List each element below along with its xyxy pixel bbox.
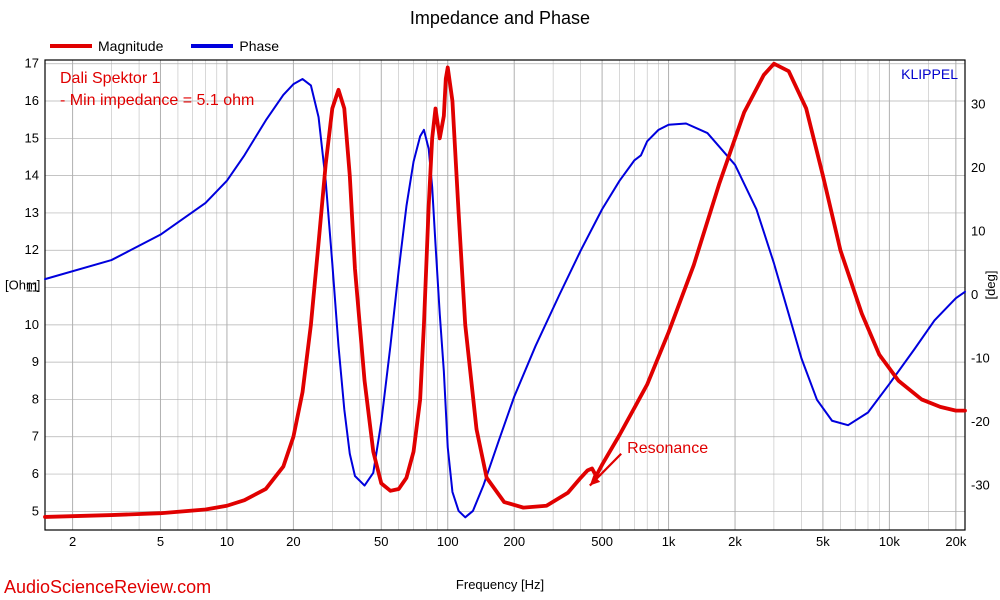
svg-text:12: 12 bbox=[25, 242, 39, 257]
legend-item-phase: Phase bbox=[191, 38, 279, 54]
legend-swatch-magnitude bbox=[50, 44, 92, 48]
annotation-line2: - Min impedance = 5.1 ohm bbox=[60, 90, 254, 112]
legend: Magnitude Phase bbox=[50, 38, 279, 54]
svg-text:30: 30 bbox=[971, 96, 985, 111]
svg-text:10: 10 bbox=[220, 534, 234, 549]
y-axis-right-label: [deg] bbox=[983, 271, 998, 300]
svg-text:-20: -20 bbox=[971, 414, 990, 429]
svg-text:6: 6 bbox=[32, 466, 39, 481]
svg-text:100: 100 bbox=[437, 534, 459, 549]
y-axis-left-label: [Ohm] bbox=[5, 278, 40, 293]
klippel-label: KLIPPEL bbox=[901, 66, 958, 82]
chart-title: Impedance and Phase bbox=[0, 8, 1000, 29]
svg-text:-30: -30 bbox=[971, 478, 990, 493]
svg-text:13: 13 bbox=[25, 205, 39, 220]
top-annotation: Dali Spektor 1 - Min impedance = 5.1 ohm bbox=[60, 68, 254, 111]
svg-text:0: 0 bbox=[971, 287, 978, 302]
svg-text:20: 20 bbox=[286, 534, 300, 549]
svg-text:14: 14 bbox=[25, 168, 39, 183]
legend-swatch-phase bbox=[191, 44, 233, 48]
plot-svg: 567891011121314151617-30-20-100102030251… bbox=[45, 60, 965, 530]
svg-text:-10: -10 bbox=[971, 351, 990, 366]
svg-text:50: 50 bbox=[374, 534, 388, 549]
legend-item-magnitude: Magnitude bbox=[50, 38, 163, 54]
svg-text:5: 5 bbox=[32, 503, 39, 518]
svg-text:2: 2 bbox=[69, 534, 76, 549]
svg-text:5k: 5k bbox=[816, 534, 830, 549]
svg-text:5: 5 bbox=[157, 534, 164, 549]
svg-text:8: 8 bbox=[32, 391, 39, 406]
annotation-line1: Dali Spektor 1 bbox=[60, 68, 254, 90]
resonance-label: Resonance bbox=[627, 440, 708, 458]
svg-text:20k: 20k bbox=[945, 534, 966, 549]
svg-text:15: 15 bbox=[25, 130, 39, 145]
chart-container: Impedance and Phase Magnitude Phase 5678… bbox=[0, 0, 1000, 600]
svg-text:10k: 10k bbox=[879, 534, 900, 549]
svg-text:20: 20 bbox=[971, 160, 985, 175]
svg-text:16: 16 bbox=[25, 93, 39, 108]
legend-label-phase: Phase bbox=[239, 38, 279, 54]
svg-text:500: 500 bbox=[591, 534, 613, 549]
plot-area: 567891011121314151617-30-20-100102030251… bbox=[45, 60, 965, 530]
svg-text:200: 200 bbox=[503, 534, 525, 549]
svg-text:10: 10 bbox=[971, 223, 985, 238]
svg-text:7: 7 bbox=[32, 429, 39, 444]
svg-text:10: 10 bbox=[25, 317, 39, 332]
watermark: AudioScienceReview.com bbox=[4, 577, 211, 598]
svg-text:1k: 1k bbox=[662, 534, 676, 549]
svg-text:2k: 2k bbox=[728, 534, 742, 549]
legend-label-magnitude: Magnitude bbox=[98, 38, 163, 54]
svg-text:9: 9 bbox=[32, 354, 39, 369]
svg-text:17: 17 bbox=[25, 56, 39, 71]
